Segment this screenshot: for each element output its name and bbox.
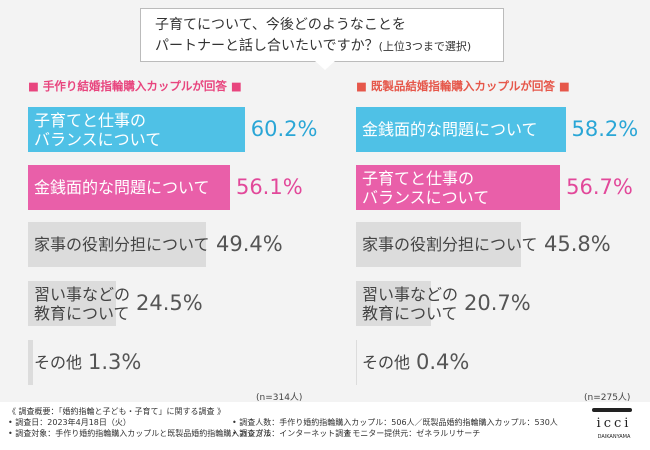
bar — [356, 222, 521, 267]
bar — [356, 281, 431, 326]
logo: icci — [596, 416, 632, 431]
title-line: 子育てについて、今後どのようなことを — [155, 17, 406, 33]
title-line-wrap: パートナーと話し合いたいですか？(上位3つまで選択) — [155, 36, 503, 57]
footer-text: • モニター提供元：ゼネラルリサーチ — [345, 429, 481, 438]
value-label: 24.5% — [136, 291, 203, 315]
bar — [28, 107, 245, 152]
title-line: パートナーと話し合いたいですか？ — [155, 38, 379, 54]
logo-sub: DAIKANYAMA — [597, 434, 631, 440]
footer-text: • 調査対象：手作り婚約指輪購入カップルと既製品婚約指輪購入カップル — [8, 429, 272, 438]
title-box: 子育てについて、今後どのようなことを パートナーと話し合いたいですか？(上位3つ… — [140, 8, 504, 62]
bar-label: 子育てと仕事の バランスについて — [34, 110, 162, 149]
value-label: 49.4% — [216, 232, 283, 256]
bar — [28, 222, 206, 267]
bar-label: 家事の役割分担について — [362, 235, 538, 254]
value-label: 56.1% — [235, 175, 303, 199]
value-label: 58.2% — [571, 117, 639, 141]
bar-label: 金銭面的な問題について — [362, 120, 538, 139]
title-tail — [315, 61, 335, 70]
value-label: 60.2% — [250, 117, 318, 141]
bar — [356, 165, 561, 210]
value-label: 56.7% — [566, 175, 633, 199]
bar — [356, 107, 566, 152]
logo-mark — [592, 408, 632, 412]
chart-title: ■ 手作り結婚指輪購入カップルが回答 ■ — [28, 79, 242, 93]
value-label: 45.8% — [544, 232, 611, 256]
sample-size: (n=314人) — [256, 393, 303, 403]
footer-text: • 調査日：2023年4月18日（火） — [8, 418, 131, 427]
bar-label: 子育てと仕事の バランスについて — [362, 168, 490, 207]
sample-size: (n=275人) — [584, 393, 631, 403]
bar — [28, 165, 230, 210]
value-label: 1.3% — [88, 350, 142, 374]
bar-label: その他 — [362, 353, 411, 372]
bar-label: その他 — [34, 353, 83, 372]
footer-text: • 調査方法：インターネット調査 — [232, 429, 352, 438]
footer: 《 調査概要：「婚約指輪と子ども・子育て」に関する調査 》 • 調査日：2023… — [0, 402, 650, 450]
footer-text: • 調査人数：手作り婚約指輪購入カップル：506人／既製品婚約指輪購入カップル：… — [232, 418, 558, 427]
bar — [28, 281, 117, 326]
value-label: 0.4% — [416, 350, 470, 374]
bar-label: 習い事などの 教育について — [34, 284, 131, 323]
bar-label: 習い事などの 教育について — [362, 284, 459, 323]
bar-label: 金銭面的な問題について — [34, 178, 210, 197]
bar-label: 家事の役割分担について — [34, 235, 210, 254]
chart-title: ■ 既製品結婚指輪購入カップルが回答 ■ — [356, 79, 570, 93]
value-label: 20.7% — [464, 291, 531, 315]
bar — [356, 340, 358, 385]
bar — [28, 340, 33, 385]
title-note: (上位3つまで選択) — [378, 40, 472, 53]
footer-text: 《 調査概要：「婚約指輪と子ども・子育て」に関する調査 》 — [8, 407, 226, 416]
